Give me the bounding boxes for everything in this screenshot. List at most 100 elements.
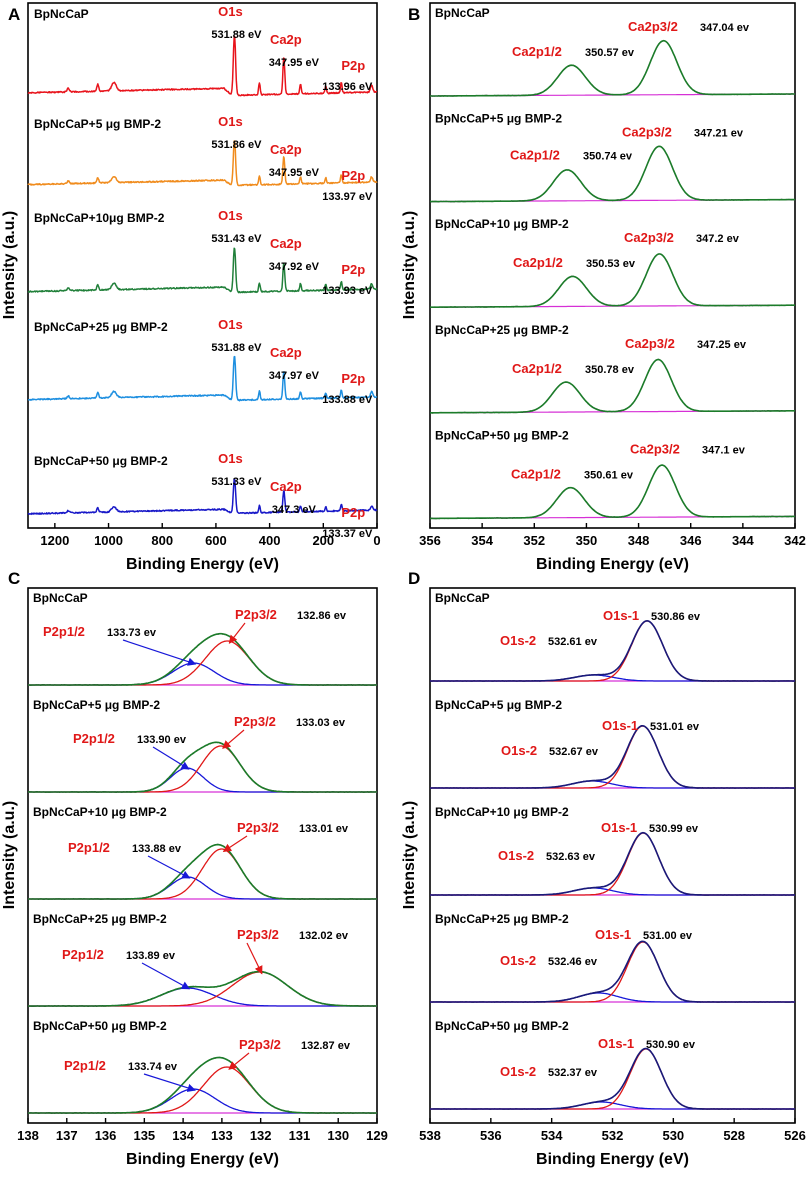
peak-name: Ca2p — [270, 142, 302, 157]
x-axis-title: Binding Energy (eV) — [126, 556, 279, 573]
panel-label-b: B — [408, 5, 420, 24]
component-1-line — [28, 876, 377, 900]
peak-value: 532.46 ev — [548, 956, 598, 968]
sample-label: BpNcCaP — [435, 6, 490, 20]
peak-name: Ca2p3/2 — [628, 19, 678, 34]
fit-series-3: BpNcCaP+10 μg BMP-2 Ca2p1/2 350.53 ev Ca2p3… — [429, 217, 796, 308]
fit-envelope-line — [430, 464, 795, 520]
plot-frame — [27, 2, 378, 529]
peak-value: 530.90 ev — [646, 1039, 696, 1051]
peak-name: O1s — [218, 208, 243, 223]
peak-name: P2p3/2 — [237, 820, 279, 835]
peak-value: 133.74 ev — [128, 1061, 178, 1073]
sample-label: BpNcCaP+10 μg BMP-2 — [435, 805, 569, 819]
peak-name: P2p — [341, 505, 365, 520]
sample-label: BpNcCaP+25 μg BMP-2 — [34, 320, 168, 334]
y-axis-title: Intensity (a.u.) — [1, 801, 18, 909]
sample-label: BpNcCaP+5 μg BMP-2 — [435, 112, 562, 126]
plot-frame — [429, 2, 796, 529]
peak-name: P2p — [341, 371, 365, 386]
fit-envelope-line — [430, 145, 795, 203]
peak-name: P2p1/2 — [64, 1058, 106, 1073]
peak-value: 530.86 ev — [651, 611, 701, 623]
x-tick-label: 134 — [172, 1128, 194, 1143]
panel-a: A 1200 1000 800 600 400 200 0 Binding Energy (eV… — [1, 2, 381, 573]
peak-value: 133.88 ev — [132, 843, 182, 855]
peak-name: O1s-2 — [500, 953, 536, 968]
survey-series-4: BpNcCaP+25 μg BMP-2 O1s 531.88 eV Ca2p 347.9… — [27, 317, 378, 406]
fit-envelope-line — [28, 741, 377, 793]
y-axis-title: Intensity (a.u.) — [1, 211, 18, 319]
peak-value: 347.25 ev — [697, 339, 747, 351]
x-tick-label: 350 — [576, 533, 598, 548]
component-1-line — [28, 1088, 377, 1114]
peak-value: 531.86 eV — [211, 139, 262, 151]
fit-series-4: BpNcCaP+25 μg BMP-2 Ca2p1/2 350.78 ev Ca2p3… — [430, 323, 796, 414]
peak-value: 133.93 eV — [322, 285, 373, 297]
peak-name: O1s-1 — [602, 718, 638, 733]
component-2-line — [430, 832, 795, 896]
fit-envelope-line — [28, 970, 377, 1007]
peak-name: O1s-1 — [595, 927, 631, 942]
plot-frame — [27, 587, 378, 1124]
raw-data-line — [27, 971, 378, 1007]
peak-value: 531.33 eV — [211, 476, 262, 488]
x-axis-title: Binding Energy (eV) — [126, 1151, 279, 1168]
peak-value: 350.74 ev — [583, 151, 633, 163]
peak-value: 133.90 ev — [137, 734, 187, 746]
fit-series-3: BpNcCaP+10 μg BMP-2 P2p1/2 133.88 ev P2p3/2… — [27, 805, 378, 900]
sample-label: BpNcCaP — [33, 591, 88, 605]
peak-value: 347.95 eV — [269, 57, 320, 69]
sample-label: BpNcCaP+10μg BMP-2 — [34, 211, 165, 225]
peak-name: Ca2p3/2 — [624, 230, 674, 245]
sample-label: BpNcCaP+25 μg BMP-2 — [33, 912, 167, 926]
fit-series-4: BpNcCaP+25 μg BMP-2 P2p1/2 133.89 ev P2p3/2… — [27, 912, 378, 1007]
sample-label: BpNcCaP+50 μg BMP-2 — [435, 1019, 569, 1033]
peak-value: 532.61 ev — [548, 636, 598, 648]
peak-name: Ca2p3/2 — [630, 441, 680, 456]
survey-line — [27, 35, 378, 97]
peak-name: P2p1/2 — [62, 947, 104, 962]
peak-value: 350.61 ev — [584, 469, 634, 481]
component-2-line — [430, 941, 795, 1003]
peak-value: 347.97 eV — [269, 370, 320, 382]
peak-value: 132.86 ev — [297, 610, 347, 622]
x-tick-label: 356 — [419, 533, 441, 548]
peak-value: 347.04 ev — [700, 22, 750, 34]
peak-value: 350.57 ev — [585, 47, 635, 59]
raw-data-line — [27, 741, 378, 793]
component-1-line — [430, 780, 795, 789]
peak-value: 133.88 eV — [322, 394, 373, 406]
peak-name: P2p1/2 — [73, 731, 115, 746]
peak-value: 347.95 eV — [269, 167, 320, 179]
y-axis-title: Intensity (a.u.) — [401, 801, 418, 909]
sample-label: BpNcCaP+5 μg BMP-2 — [34, 117, 161, 131]
peak-value: 133.96 eV — [322, 81, 373, 93]
peak-value: 350.78 ev — [585, 364, 635, 376]
x-tick-label: 348 — [628, 533, 650, 548]
peak-value: 132.87 ev — [301, 1040, 351, 1052]
fit-envelope-line — [430, 39, 795, 97]
survey-line — [27, 140, 378, 187]
sample-label: BpNcCaP+50 μg BMP-2 — [33, 1019, 167, 1033]
component-1-line — [430, 992, 795, 1003]
sample-label: BpNcCaP+50 μg BMP-2 — [435, 428, 569, 442]
peak-name: Ca2p1/2 — [512, 361, 562, 376]
peak-value: 133.37 eV — [322, 528, 373, 540]
arrow-component-1 — [147, 855, 191, 879]
peak-name: O1s-2 — [498, 848, 534, 863]
fit-series-1: BpNcCaP O1s-2 532.61 ev O1s-1 530.86 ev — [429, 591, 796, 682]
survey-line — [27, 247, 378, 294]
arrow-component-1 — [122, 639, 197, 666]
component-2-line — [28, 848, 377, 900]
survey-series-5: BpNcCaP+50 μg BMP-2 O1s 531.33 eV Ca2p 347.3… — [27, 451, 378, 540]
x-tick-label: 538 — [419, 1128, 441, 1143]
peak-name: Ca2p1/2 — [512, 44, 562, 59]
fit-envelope-line — [430, 725, 795, 789]
fit-envelope-line — [430, 358, 795, 414]
component-1-line — [430, 887, 795, 896]
fit-series-5: BpNcCaP+50 μg BMP-2 O1s-2 532.37 ev O1s-1 53… — [429, 1019, 795, 1110]
peak-value: 531.88 eV — [211, 342, 262, 354]
peak-name: P2p3/2 — [239, 1037, 281, 1052]
y-axis-title: Intensity (a.u.) — [401, 211, 418, 319]
